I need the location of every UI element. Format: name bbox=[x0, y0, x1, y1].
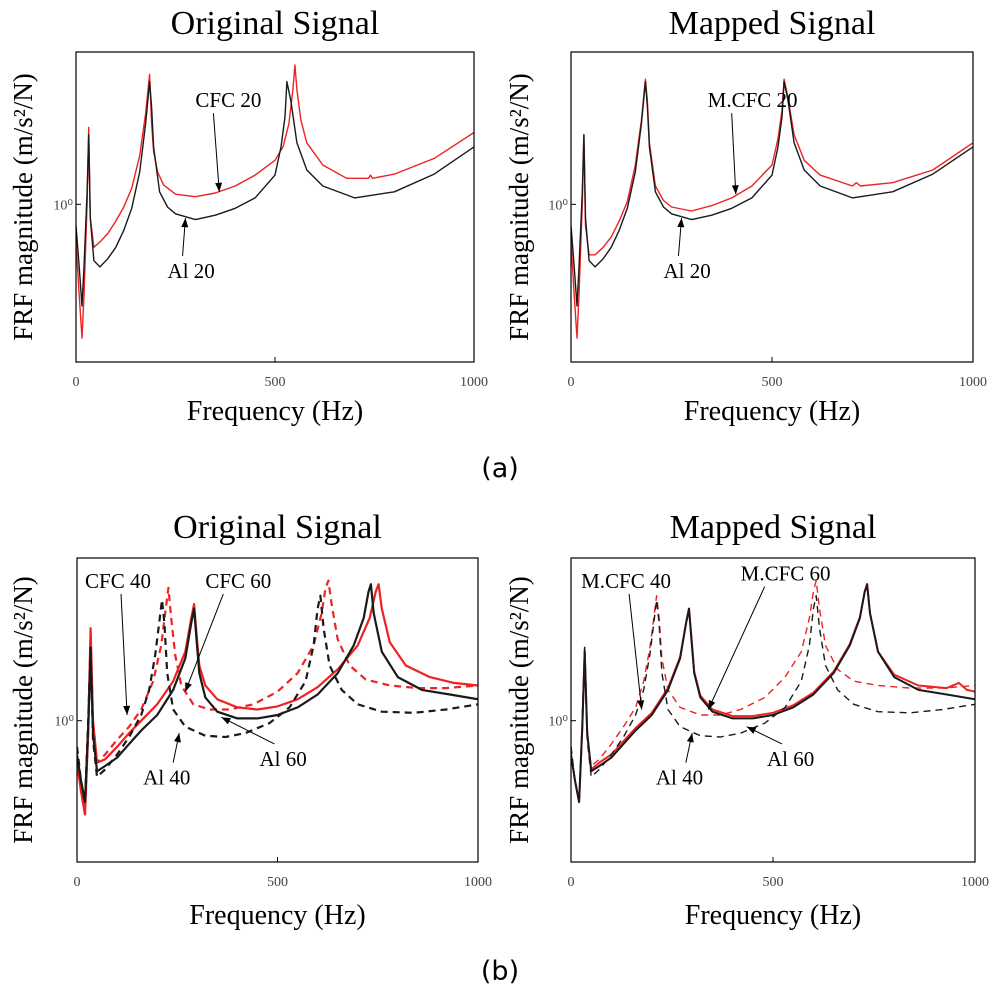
x-tick-label: 1000 bbox=[961, 875, 989, 890]
annotation-label: Al 60 bbox=[767, 747, 814, 771]
plot-frame bbox=[75, 51, 475, 363]
annotation-arrowhead bbox=[686, 733, 694, 743]
y-tick-label: 10⁰ bbox=[53, 198, 73, 213]
x-axis-label: Frequency (Hz) bbox=[684, 396, 860, 427]
caption-a: (a) bbox=[481, 453, 519, 484]
annotation-arrowhead bbox=[221, 717, 231, 725]
annotation-label: CFC 20 bbox=[195, 88, 261, 112]
annotation-arrowhead bbox=[677, 218, 685, 228]
annotation-arrow bbox=[184, 593, 224, 692]
caption-b: (b) bbox=[481, 956, 519, 987]
annotation-label: CFC 60 bbox=[205, 569, 271, 593]
annotation-arrowhead bbox=[123, 705, 131, 715]
annotation-label: Al 40 bbox=[143, 766, 190, 790]
annotation-arrowhead bbox=[174, 733, 181, 743]
x-axis-label: Frequency (Hz) bbox=[187, 396, 363, 427]
chart-panel-1: Original Signal Frequency (Hz) FRF magnitu… bbox=[8, 5, 488, 427]
annotation-arrow bbox=[628, 593, 643, 710]
annotation-arrowhead bbox=[731, 185, 739, 195]
series-line-3 bbox=[571, 595, 975, 803]
annotation-label: Al 20 bbox=[168, 259, 215, 283]
series-line-2 bbox=[76, 81, 474, 307]
series-line-1 bbox=[76, 64, 474, 339]
annotation-label: Al 60 bbox=[259, 747, 306, 771]
x-tick-label: 500 bbox=[267, 875, 288, 890]
x-tick-label: 500 bbox=[762, 375, 783, 390]
x-axis-label: Frequency (Hz) bbox=[685, 900, 861, 931]
y-axis-label: FRF magnitude (m/s²/N) bbox=[8, 576, 38, 844]
y-tick-label: 10⁰ bbox=[54, 715, 74, 730]
chart-title: Original Signal bbox=[171, 5, 380, 42]
x-axis-label: Frequency (Hz) bbox=[189, 900, 365, 931]
series-group bbox=[571, 78, 973, 339]
annotation-label: Al 40 bbox=[656, 766, 703, 790]
y-tick-label: 10⁰ bbox=[548, 198, 568, 213]
y-axis-label: FRF magnitude (m/s²/N) bbox=[504, 576, 534, 844]
series-line-2 bbox=[77, 583, 478, 816]
y-axis-label: FRF magnitude (m/s²/N) bbox=[504, 73, 534, 341]
series-group bbox=[77, 579, 478, 816]
series-line-1 bbox=[571, 78, 973, 339]
annotation-arrow bbox=[731, 113, 737, 195]
annotation-arrowhead bbox=[637, 700, 645, 710]
x-tick-label: 0 bbox=[73, 375, 80, 390]
x-tick-label: 0 bbox=[568, 375, 575, 390]
annotation-label: Al 20 bbox=[663, 259, 710, 283]
y-tick-label: 10⁰ bbox=[548, 715, 568, 730]
annotation-arrowhead bbox=[185, 682, 192, 692]
annotation-label: CFC 40 bbox=[85, 569, 151, 593]
chart-panel-3: Original Signal Frequency (Hz) FRF magnitu… bbox=[8, 509, 492, 931]
annotation-arrowhead bbox=[181, 218, 189, 228]
x-tick-label: 1000 bbox=[460, 375, 488, 390]
x-tick-label: 500 bbox=[265, 375, 286, 390]
annotation-arrowhead bbox=[746, 726, 757, 734]
x-tick-label: 1000 bbox=[464, 875, 492, 890]
x-tick-label: 0 bbox=[568, 875, 575, 890]
x-tick-label: 1000 bbox=[959, 375, 987, 390]
annotation-arrow bbox=[120, 593, 128, 715]
plot-frame bbox=[570, 557, 976, 863]
annotation-arrow bbox=[707, 586, 766, 710]
series-line-3 bbox=[77, 594, 478, 804]
plot-frame bbox=[76, 557, 479, 863]
annotation-label: M.CFC 60 bbox=[741, 562, 831, 586]
chart-title: Mapped Signal bbox=[670, 509, 877, 546]
chart-title: Original Signal bbox=[173, 509, 382, 546]
series-line-2 bbox=[571, 81, 973, 307]
charts: Original Signal Frequency (Hz) FRF magnitu… bbox=[8, 5, 989, 931]
x-tick-label: 500 bbox=[763, 875, 784, 890]
annotation-arrow bbox=[212, 113, 220, 192]
annotation-arrowhead bbox=[215, 182, 223, 192]
chart-panel-2: Mapped Signal Frequency (Hz) FRF magnitude… bbox=[504, 5, 987, 427]
annotation-arrowhead bbox=[708, 699, 716, 710]
chart-panel-4: Mapped Signal Frequency (Hz) FRF magnitude… bbox=[504, 509, 989, 931]
annotation-arrow bbox=[221, 716, 275, 745]
chart-title: Mapped Signal bbox=[669, 5, 876, 42]
series-line-4 bbox=[571, 583, 975, 803]
series-group bbox=[76, 64, 474, 339]
annotation-label: M.CFC 20 bbox=[708, 88, 798, 112]
series-line-1 bbox=[77, 579, 478, 816]
series-line-4 bbox=[77, 583, 478, 804]
x-tick-label: 0 bbox=[74, 875, 81, 890]
annotation-label: M.CFC 40 bbox=[581, 569, 671, 593]
y-axis-label: FRF magnitude (m/s²/N) bbox=[8, 73, 38, 341]
series-group bbox=[571, 579, 975, 803]
